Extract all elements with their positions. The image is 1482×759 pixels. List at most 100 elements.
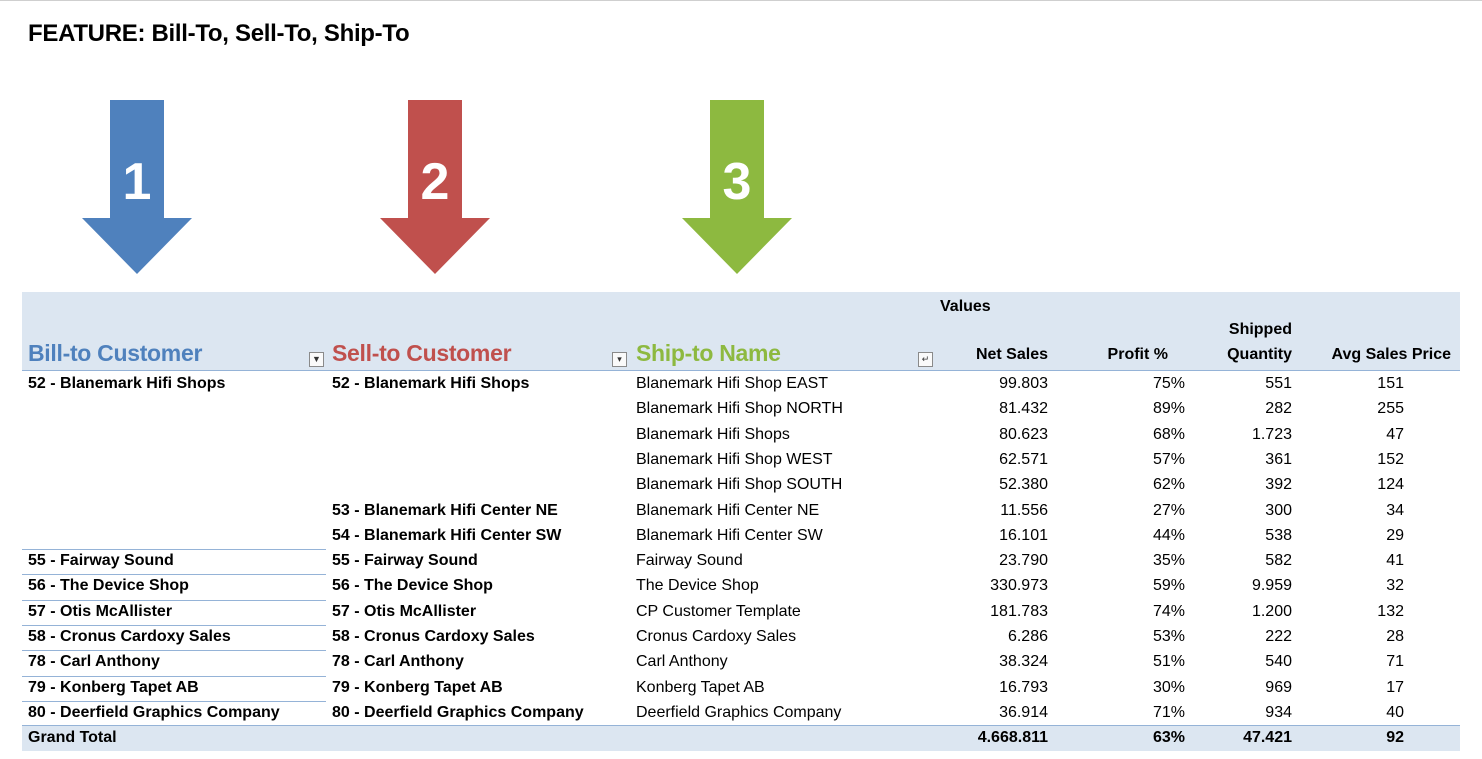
bill-to-cell: 57 - Otis McAllister: [28, 602, 173, 620]
profit-cell: 35%: [1152, 552, 1185, 570]
down-arrow-icon: [682, 100, 792, 274]
group-separator: [22, 599, 326, 601]
net-sales-cell: 62.571: [999, 450, 1048, 468]
dropdown-arrow-icon[interactable]: ▾: [612, 352, 627, 367]
shipped-qty-cell: 540: [1265, 653, 1292, 671]
shipped-qty-cell: 1.200: [1251, 602, 1292, 620]
grand-total-net-sales: 4.668.811: [977, 729, 1048, 746]
profit-cell: 44%: [1152, 526, 1185, 544]
arrow-number: 3: [722, 153, 752, 211]
avg-price-cell: 40: [1386, 703, 1404, 721]
bill-to-cell: 58 - Cronus Cardoxy Sales: [28, 628, 231, 645]
sell-to-cell: 53 - Blanemark Hifi Center NE: [332, 501, 558, 519]
pivot-table: Values Bill-to Customer ▼ Sell-to Custom…: [22, 292, 1460, 752]
group-separator: [22, 574, 326, 576]
shipped-qty-cell: 361: [1265, 450, 1292, 468]
ship-to-cell: Blanemark Hifi Shops: [636, 425, 790, 443]
net-sales-cell: 16.793: [999, 678, 1048, 696]
ship-to-cell: Cronus Cardoxy Sales: [636, 628, 797, 645]
ship-to-header: Ship-to Name: [636, 340, 781, 366]
down-arrow-icon: [82, 100, 192, 274]
net-sales-cell: 52.380: [999, 476, 1048, 494]
filter-funnel-icon[interactable]: ▼: [309, 352, 324, 367]
sell-to-cell: 57 - Otis McAllister: [332, 602, 477, 620]
shipped-qty-cell: 392: [1265, 476, 1292, 494]
ship-to-cell: Blanemark Hifi Shop NORTH: [636, 400, 843, 418]
grand-total-row: [22, 725, 1460, 751]
pivot-header: [22, 292, 1460, 370]
sell-to-header: Sell-to Customer: [332, 340, 512, 366]
sell-to-cell: 56 - The Device Shop: [332, 577, 493, 595]
avg-price-cell: 255: [1377, 400, 1404, 418]
net-sales-cell: 38.324: [999, 653, 1048, 671]
profit-cell: 51%: [1152, 653, 1185, 671]
shipped-qty-cell: 282: [1265, 400, 1292, 418]
net-sales-cell: 36.914: [999, 703, 1048, 721]
shipped-qty-header-line1: Shipped: [1228, 321, 1292, 338]
ship-to-cell: Blanemark Hifi Center NE: [636, 501, 820, 519]
shipped-qty-cell: 969: [1265, 678, 1292, 696]
ship-to-cell: Konberg Tapet AB: [636, 678, 765, 696]
page-title: FEATURE: Bill-To, Sell-To, Ship-To: [28, 20, 410, 47]
ship-to-cell: Blanemark Hifi Shop EAST: [636, 375, 829, 392]
sell-to-cell: 52 - Blanemark Hifi Shops: [332, 375, 530, 392]
ship-to-cell: Blanemark Hifi Shop WEST: [636, 450, 833, 468]
profit-cell: 59%: [1152, 577, 1185, 595]
profit-cell: 75%: [1152, 375, 1185, 392]
sell-to-cell: 54 - Blanemark Hifi Center SW: [332, 526, 562, 544]
group-separator: [22, 675, 326, 677]
group-separator: [22, 549, 326, 551]
avg-price-cell: 71: [1386, 653, 1404, 671]
bill-to-header: Bill-to Customer: [28, 340, 203, 366]
avg-price-cell: 124: [1377, 476, 1404, 494]
profit-header: Profit %: [1107, 346, 1168, 363]
avg-price-cell: 17: [1386, 678, 1404, 696]
shipped-qty-cell: 934: [1265, 703, 1292, 721]
group-separator: [22, 625, 326, 626]
sort-icon[interactable]: ↵: [918, 352, 933, 367]
down-arrow-icon: [380, 100, 490, 274]
avg-price-cell: 47: [1386, 425, 1404, 443]
avg-price-cell: 32: [1386, 577, 1404, 595]
group-separator: [22, 650, 326, 652]
net-sales-header: Net Sales: [975, 346, 1048, 363]
net-sales-cell: 181.783: [990, 602, 1048, 620]
ship-to-cell: Blanemark Hifi Center SW: [636, 526, 823, 544]
profit-cell: 30%: [1152, 678, 1185, 696]
profit-cell: 27%: [1152, 501, 1185, 519]
ship-to-cell: Fairway Sound: [636, 552, 743, 570]
ship-to-cell: Deerfield Graphics Company: [636, 703, 842, 721]
grand-total-label: Grand Total: [28, 729, 117, 746]
grand-total-qty: 47.421: [1243, 729, 1292, 746]
shipped-qty-cell: 538: [1265, 526, 1292, 544]
top-border: [0, 0, 1482, 1]
shipped-qty-cell: 1.723: [1251, 425, 1292, 443]
shipped-qty-cell: 582: [1265, 552, 1292, 570]
net-sales-cell: 81.432: [999, 400, 1048, 418]
avg-price-cell: 34: [1386, 501, 1404, 519]
profit-cell: 57%: [1152, 450, 1185, 468]
avg-price-cell: 28: [1386, 628, 1404, 645]
bill-to-cell: 78 - Carl Anthony: [28, 653, 160, 671]
ship-to-cell: CP Customer Template: [636, 602, 801, 620]
group-separator: [22, 700, 326, 702]
avg-price-cell: 132: [1377, 602, 1404, 620]
grand-total-avg-price: 92: [1386, 729, 1404, 746]
values-label: Values: [940, 298, 991, 315]
ship-to-cell: Carl Anthony: [636, 653, 728, 671]
bill-to-cell: 56 - The Device Shop: [28, 577, 189, 595]
sell-to-cell: 78 - Carl Anthony: [332, 653, 464, 671]
profit-cell: 53%: [1152, 628, 1185, 645]
shipped-qty-cell: 551: [1265, 375, 1292, 392]
arrow-1: 1: [82, 100, 192, 274]
arrow-number: 2: [420, 153, 450, 211]
header-separator: [22, 370, 1460, 371]
bill-to-cell: 52 - Blanemark Hifi Shops: [28, 375, 226, 392]
grand-total-profit: 63%: [1152, 729, 1185, 746]
sell-to-cell: 58 - Cronus Cardoxy Sales: [332, 628, 535, 645]
shipped-qty-cell: 300: [1265, 501, 1292, 519]
net-sales-cell: 99.803: [999, 375, 1048, 392]
arrow-3: 3: [682, 100, 792, 274]
bill-to-cell: 79 - Konberg Tapet AB: [28, 678, 199, 696]
net-sales-cell: 6.286: [1007, 628, 1048, 645]
